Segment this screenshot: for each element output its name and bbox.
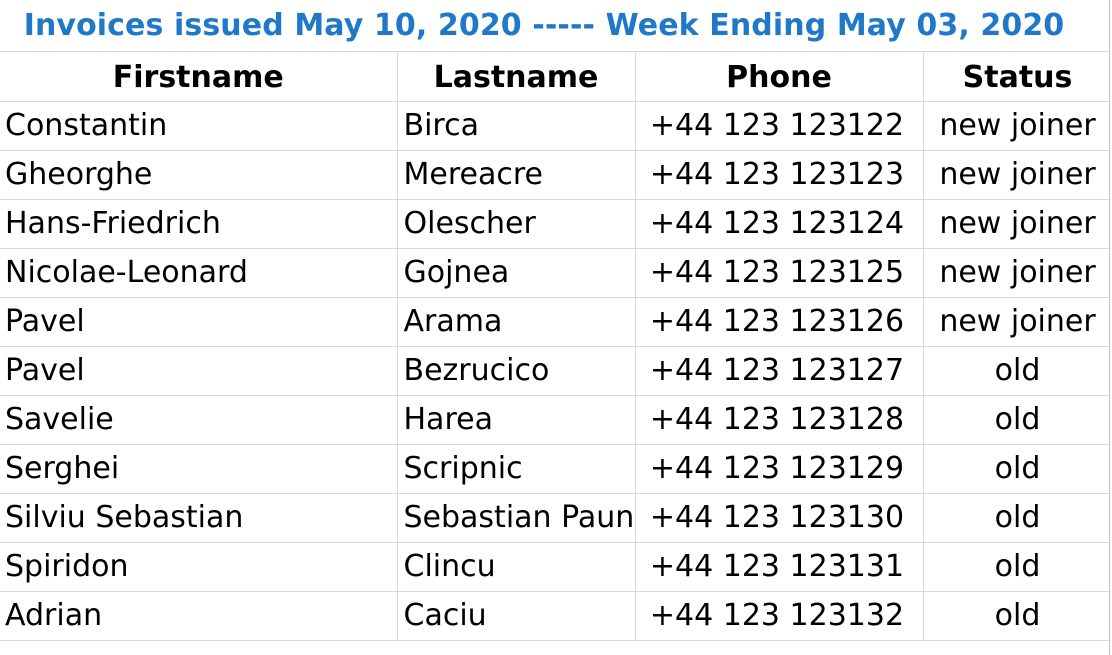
status-cell[interactable]: new joiner — [923, 297, 1112, 347]
phone-cell[interactable]: +44 123 123127 — [635, 346, 924, 396]
firstname-cell[interactable]: Serghei — [0, 444, 398, 494]
firstname-cell[interactable]: Constantin — [0, 101, 398, 151]
status-cell[interactable]: old — [923, 542, 1112, 592]
table-row: Adrian Caciu +44 123 123132 old — [0, 591, 1112, 641]
firstname-cell[interactable]: Hans-Friedrich — [0, 199, 398, 249]
invoice-table: Firstname Lastname Phone Status Constant… — [0, 52, 1112, 641]
lastname-cell[interactable]: Sebastian Paun — [397, 493, 636, 543]
header-phone[interactable]: Phone — [635, 52, 924, 102]
status-cell[interactable]: old — [923, 346, 1112, 396]
lastname-cell[interactable]: Olescher — [397, 199, 636, 249]
lastname-cell[interactable]: Harea — [397, 395, 636, 445]
firstname-cell[interactable]: Savelie — [0, 395, 398, 445]
lastname-cell[interactable]: Bezrucico — [397, 346, 636, 396]
lastname-cell[interactable]: Clincu — [397, 542, 636, 592]
firstname-cell[interactable]: Gheorghe — [0, 150, 398, 200]
firstname-cell[interactable]: Adrian — [0, 591, 398, 641]
status-cell[interactable]: new joiner — [923, 248, 1112, 298]
lastname-cell[interactable]: Mereacre — [397, 150, 636, 200]
phone-cell[interactable]: +44 123 123132 — [635, 591, 924, 641]
phone-cell[interactable]: +44 123 123126 — [635, 297, 924, 347]
firstname-cell[interactable]: Pavel — [0, 297, 398, 347]
sheet-right-edge — [1109, 0, 1112, 655]
table-row: Constantin Birca +44 123 123122 new join… — [0, 101, 1112, 151]
header-lastname[interactable]: Lastname — [397, 52, 636, 102]
firstname-cell[interactable]: Pavel — [0, 346, 398, 396]
title-row[interactable]: Invoices issued May 10, 2020 ----- Week … — [0, 0, 1112, 52]
header-row: Firstname Lastname Phone Status — [0, 52, 1112, 102]
table-row: Silviu Sebastian Sebastian Paun +44 123 … — [0, 493, 1112, 543]
phone-cell[interactable]: +44 123 123124 — [635, 199, 924, 249]
lastname-cell[interactable]: Gojnea — [397, 248, 636, 298]
table-row: Gheorghe Mereacre +44 123 123123 new joi… — [0, 150, 1112, 200]
phone-cell[interactable]: +44 123 123123 — [635, 150, 924, 200]
status-cell[interactable]: old — [923, 444, 1112, 494]
lastname-cell[interactable]: Caciu — [397, 591, 636, 641]
table-row: Spiridon Clincu +44 123 123131 old — [0, 542, 1112, 592]
phone-cell[interactable]: +44 123 123129 — [635, 444, 924, 494]
phone-cell[interactable]: +44 123 123128 — [635, 395, 924, 445]
lastname-cell[interactable]: Scripnic — [397, 444, 636, 494]
table-row: Serghei Scripnic +44 123 123129 old — [0, 444, 1112, 494]
table-row: Nicolae-Leonard Gojnea +44 123 123125 ne… — [0, 248, 1112, 298]
firstname-cell[interactable]: Spiridon — [0, 542, 398, 592]
status-cell[interactable]: new joiner — [923, 150, 1112, 200]
lastname-cell[interactable]: Arama — [397, 297, 636, 347]
phone-cell[interactable]: +44 123 123130 — [635, 493, 924, 543]
header-status[interactable]: Status — [923, 52, 1112, 102]
phone-cell[interactable]: +44 123 123122 — [635, 101, 924, 151]
lastname-cell[interactable]: Birca — [397, 101, 636, 151]
header-firstname[interactable]: Firstname — [0, 52, 398, 102]
status-cell[interactable]: new joiner — [923, 199, 1112, 249]
phone-cell[interactable]: +44 123 123131 — [635, 542, 924, 592]
firstname-cell[interactable]: Silviu Sebastian — [0, 493, 398, 543]
table-row: Savelie Harea +44 123 123128 old — [0, 395, 1112, 445]
sheet-title: Invoices issued May 10, 2020 ----- Week … — [23, 8, 1065, 43]
status-cell[interactable]: old — [923, 395, 1112, 445]
table-row: Hans-Friedrich Olescher +44 123 123124 n… — [0, 199, 1112, 249]
status-cell[interactable]: new joiner — [923, 101, 1112, 151]
status-cell[interactable]: old — [923, 591, 1112, 641]
table-row: Pavel Bezrucico +44 123 123127 old — [0, 346, 1112, 396]
phone-cell[interactable]: +44 123 123125 — [635, 248, 924, 298]
status-cell[interactable]: old — [923, 493, 1112, 543]
table-row: Pavel Arama +44 123 123126 new joiner — [0, 297, 1112, 347]
firstname-cell[interactable]: Nicolae-Leonard — [0, 248, 398, 298]
